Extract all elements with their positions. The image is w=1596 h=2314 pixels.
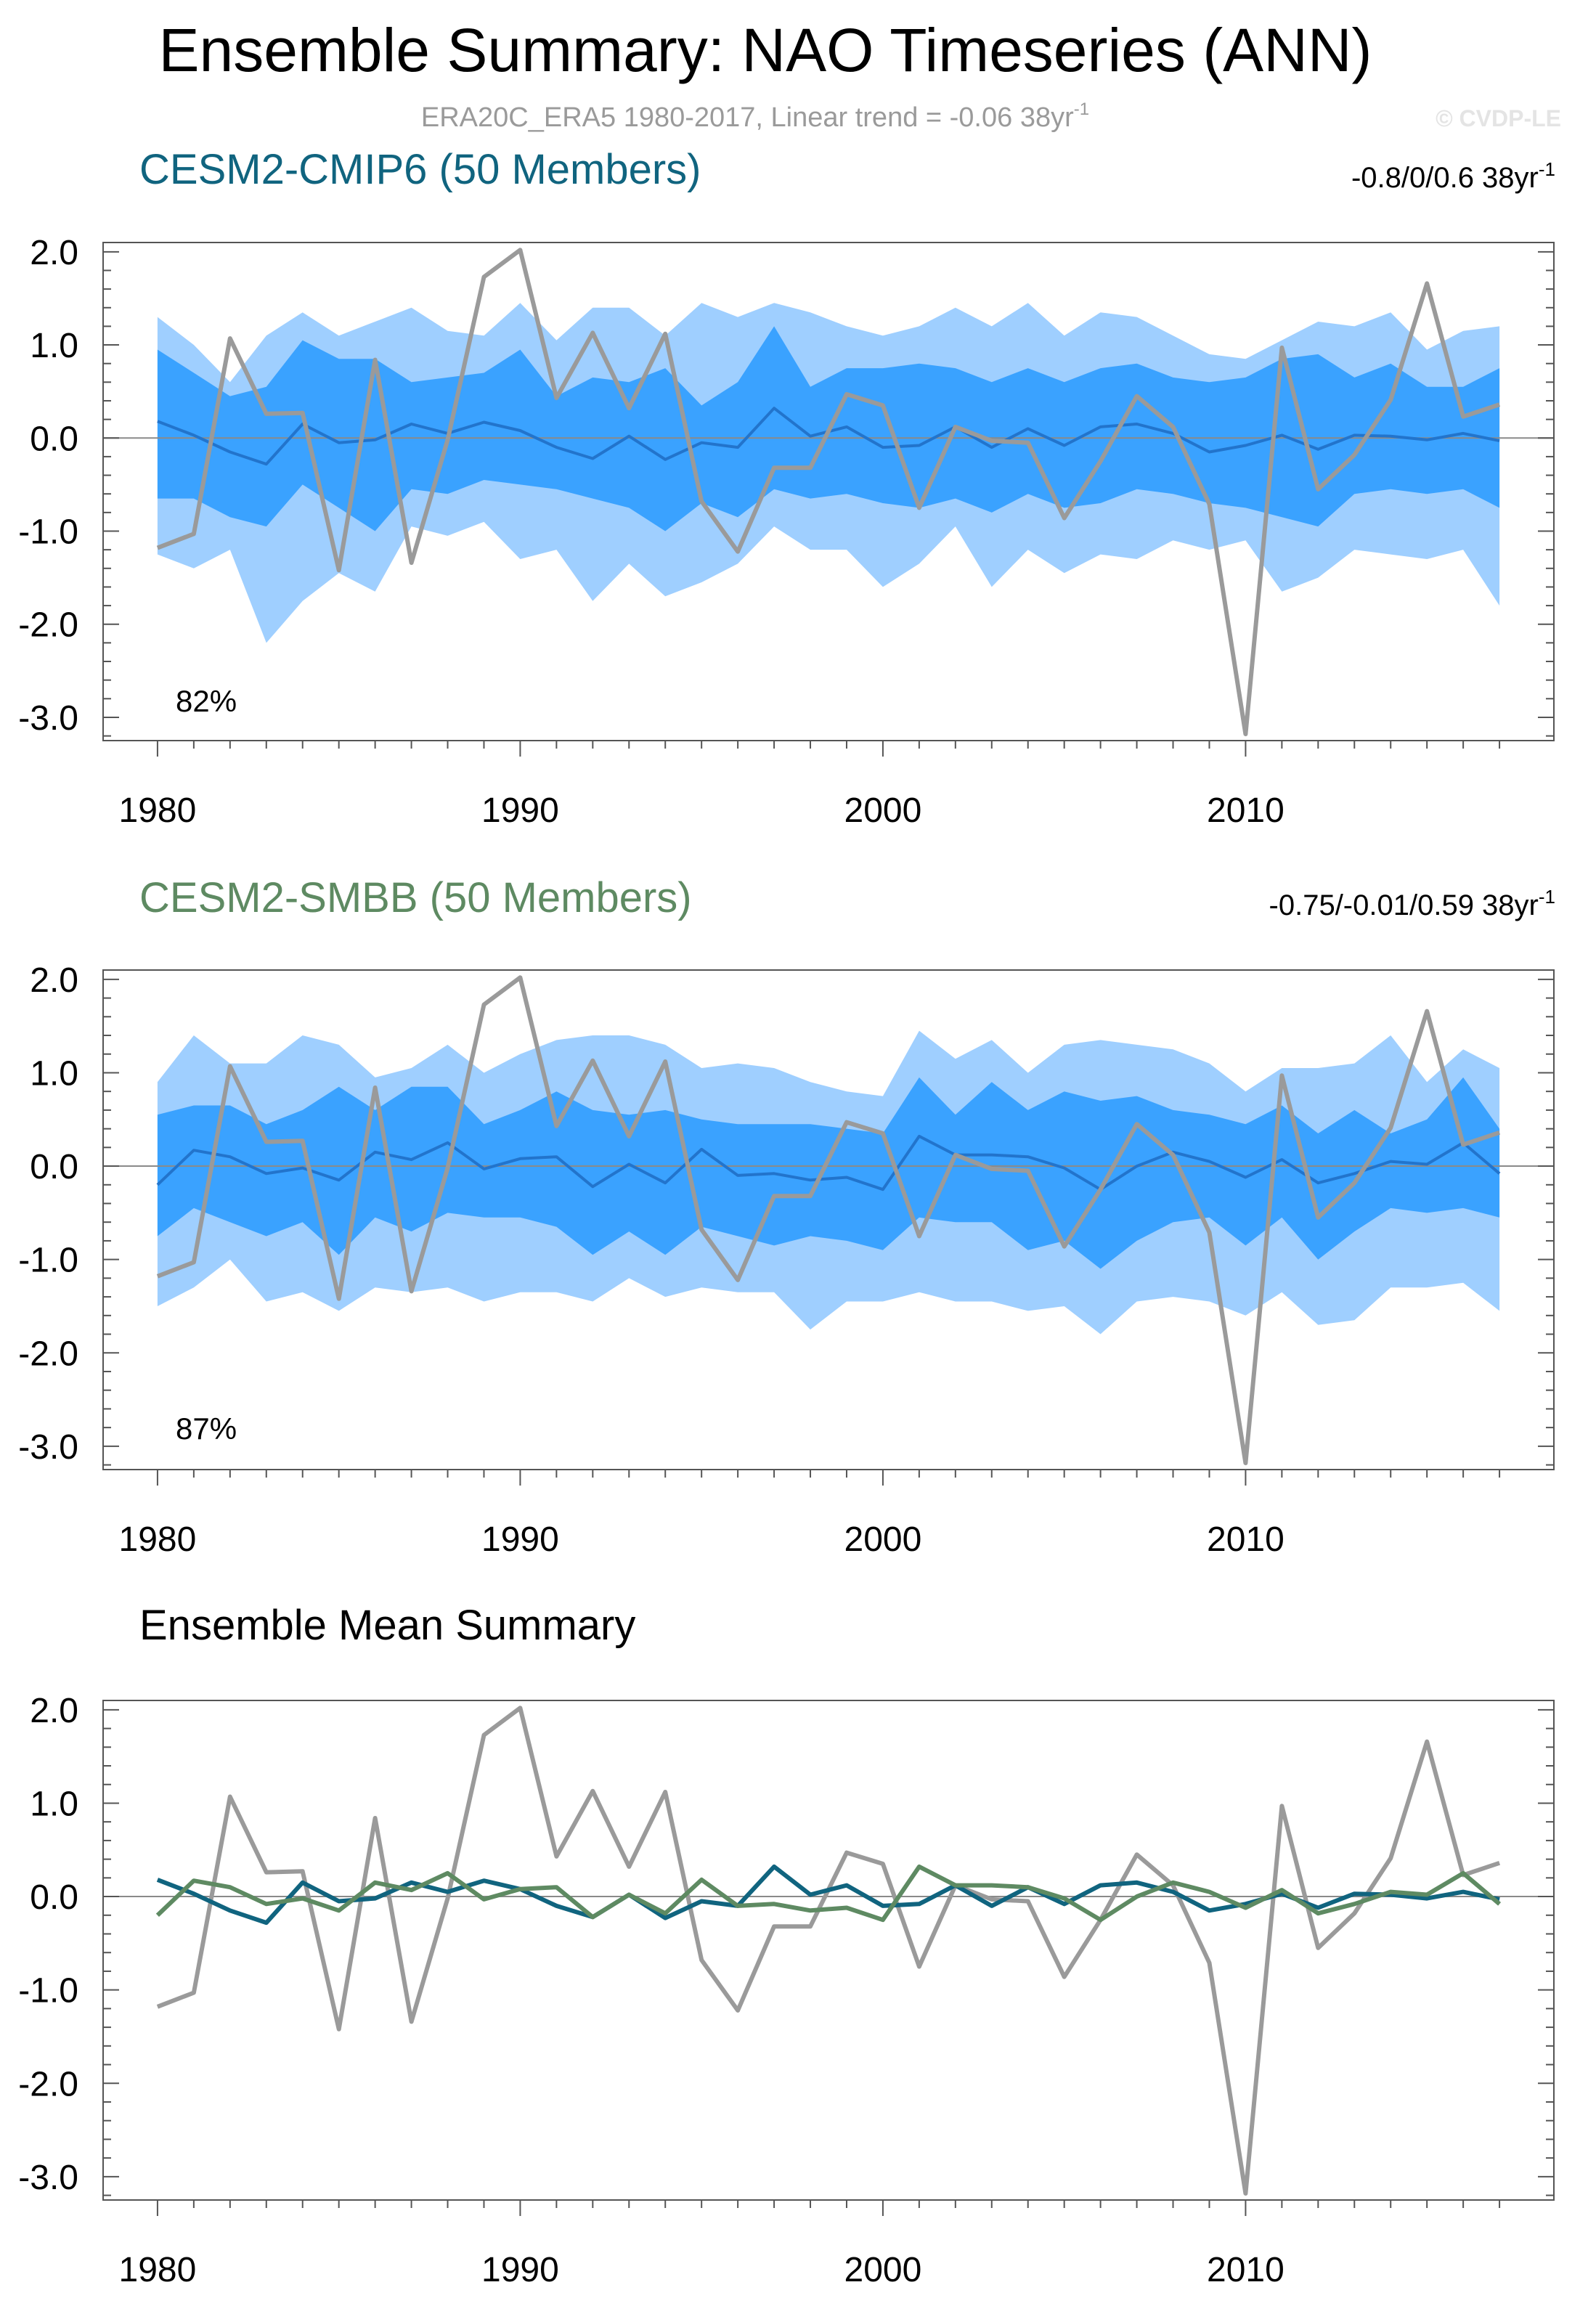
panel-summary: Ensemble Mean Summary	[139, 1602, 635, 1649]
series-line-summary-summary_smbb	[155, 1864, 1502, 1923]
x-tick-label: 1990	[481, 791, 559, 830]
panel-title-cmip6: CESM2-CMIP6 (50 Members)	[139, 146, 701, 193]
y-tick-label: -1.0	[18, 513, 78, 551]
plot-frame-summary	[102, 1700, 1555, 2201]
y-tick-label: 1.0	[30, 327, 78, 365]
chart-cmip6: 2.0 1.0 0.0 -1.0 -2.0 -3.0 1980 1990 2000 2010	[18, 234, 1555, 830]
y-tick-label: -1.0	[18, 1972, 78, 2011]
y-tick-label: -3.0	[18, 1428, 78, 1467]
x-tick-label: 1980	[119, 2251, 197, 2289]
series-line-summary-observed	[156, 1706, 1501, 2196]
range-text-smbb: -0.75/-0.01/0.59 38yr	[1269, 889, 1539, 921]
y-tick-label: 0.0	[30, 1878, 78, 1917]
panel-title-smbb: CESM2-SMBB (50 Members)	[139, 874, 692, 921]
plot-frame-cmip6	[102, 242, 1555, 741]
x-tick-label: 1980	[119, 791, 197, 830]
range-text-cmip6: -0.8/0/0.6 38yr	[1351, 162, 1539, 194]
y-tick-label: -2.0	[18, 606, 78, 645]
series-line-cmip6-observed	[156, 248, 1501, 736]
x-tick-label: 1980	[119, 1520, 197, 1559]
x-tick-label: 2000	[844, 2251, 922, 2289]
figure-title: Ensemble Summary: NAO Timeseries (ANN)	[158, 16, 1372, 84]
range-label-cmip6: -0.8/0/0.6 38yr-1	[1351, 158, 1555, 194]
subtitle-superscript: -1	[1074, 99, 1089, 119]
panel-cmip6: CESM2-CMIP6 (50 Members) -0.8/0/0.6 38yr…	[139, 146, 1555, 718]
x-tick-label: 1990	[481, 2251, 559, 2289]
x-tick-label: 2010	[1207, 2251, 1284, 2289]
panel-smbb: CESM2-SMBB (50 Members) -0.75/-0.01/0.59…	[139, 874, 1555, 1446]
subtitle-text: ERA20C_ERA5 1980-2017, Linear trend = -0…	[421, 102, 1074, 133]
y-tick-label: -2.0	[18, 1335, 78, 1373]
range-sup-cmip6: -1	[1539, 158, 1555, 180]
panel-title-summary: Ensemble Mean Summary	[139, 1602, 635, 1649]
y-tick-label: 1.0	[30, 1785, 78, 1823]
y-tick-label: -3.0	[18, 699, 78, 738]
series-line-summary-summary_cmip6	[156, 1864, 1500, 1926]
inner-band-smbb	[157, 1077, 1500, 1269]
x-tick-label: 2000	[844, 1520, 922, 1559]
y-tick-label: 1.0	[30, 1054, 78, 1093]
chart-smbb: 2.0 1.0 0.0 -1.0 -2.0 -3.0 1980 1990 2000 2010	[18, 961, 1555, 1559]
range-sup-smbb: -1	[1539, 886, 1555, 908]
credit-label: © CVDP-LE	[1436, 105, 1561, 131]
y-tick-label: -3.0	[18, 2159, 78, 2197]
y-tick-label: 0.0	[30, 1148, 78, 1186]
y-tick-label: 2.0	[30, 1692, 78, 1730]
range-label-smbb: -0.75/-0.01/0.59 38yr-1	[1269, 886, 1555, 921]
chart-summary: 2.0 1.0 0.0 -1.0 -2.0 -3.0 1980 1990 2000 2010	[18, 1692, 1555, 2289]
percent-label-smbb: 87%	[176, 1411, 237, 1446]
x-tick-label: 2010	[1207, 791, 1284, 830]
figure-subtitle: ERA20C_ERA5 1980-2017, Linear trend = -0…	[421, 99, 1089, 133]
y-tick-label: -1.0	[18, 1242, 78, 1280]
x-tick-label: 1990	[481, 1520, 559, 1559]
y-tick-label: -2.0	[18, 2065, 78, 2103]
y-tick-label: 2.0	[30, 234, 78, 272]
y-tick-label: 0.0	[30, 420, 78, 458]
plot-frame-smbb	[102, 969, 1555, 1470]
x-tick-label: 2010	[1207, 1520, 1284, 1559]
series-line-smbb-observed	[156, 975, 1501, 1465]
percent-label-cmip6: 82%	[176, 684, 237, 718]
y-tick-label: 2.0	[30, 961, 78, 1000]
x-tick-label: 2000	[844, 791, 922, 830]
